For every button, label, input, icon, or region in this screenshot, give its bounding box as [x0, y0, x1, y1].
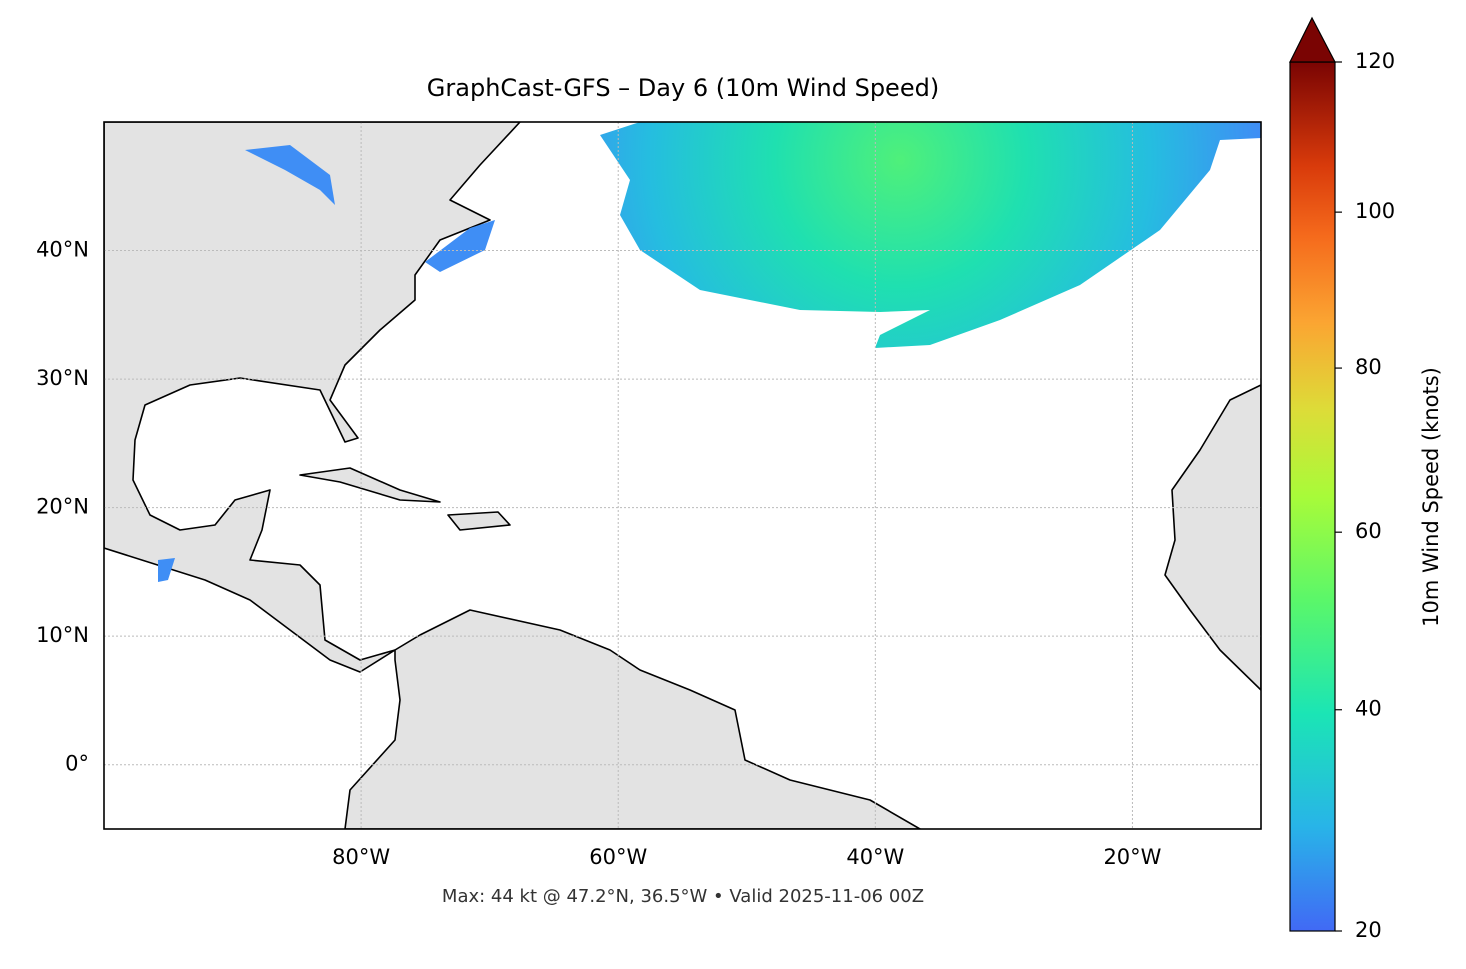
north-america: [104, 122, 521, 673]
colorbar-tick-label: 20: [1355, 918, 1382, 942]
hispaniola: [447, 511, 511, 531]
y-tick-label: 0°: [65, 752, 89, 776]
y-tick-label: 40°N: [36, 238, 89, 262]
annotation: Max: 44 kt @ 47.2°N, 36.5°W • Valid 2025…: [442, 886, 924, 907]
map: [104, 122, 1261, 829]
south-america: [344, 609, 921, 829]
colorbar-tick-label: 100: [1355, 199, 1395, 223]
wind-field: [600, 122, 1261, 348]
colorbar-extend: [1289, 16, 1336, 63]
grid: [104, 122, 1261, 829]
y-tick-label: 30°N: [36, 366, 89, 390]
x-tick-label: 60°W: [589, 845, 647, 869]
x-tick-label: 20°W: [1103, 845, 1161, 869]
y-tick-label: 20°N: [36, 495, 89, 519]
colorbar-tick-label: 80: [1355, 355, 1382, 379]
chart-title: GraphCast-GFS – Day 6 (10m Wind Speed): [427, 74, 939, 102]
y-tick-label: 10°N: [36, 623, 89, 647]
colorbar-tick-label: 60: [1355, 519, 1382, 543]
map-frame: [103, 121, 1262, 830]
x-tick-label: 80°W: [332, 845, 390, 869]
colorbar-label: 10m Wind Speed (knots): [1419, 367, 1443, 627]
colorbar-tick-label: 40: [1355, 697, 1382, 721]
africa: [1164, 384, 1261, 691]
colorbar-tick-label: 120: [1355, 49, 1395, 73]
colorbar: [1289, 61, 1336, 932]
cuba: [299, 467, 441, 503]
colorbar-ticks: 20 40 60 80 100 120: [1335, 49, 1395, 942]
x-tick-label: 40°W: [846, 845, 904, 869]
